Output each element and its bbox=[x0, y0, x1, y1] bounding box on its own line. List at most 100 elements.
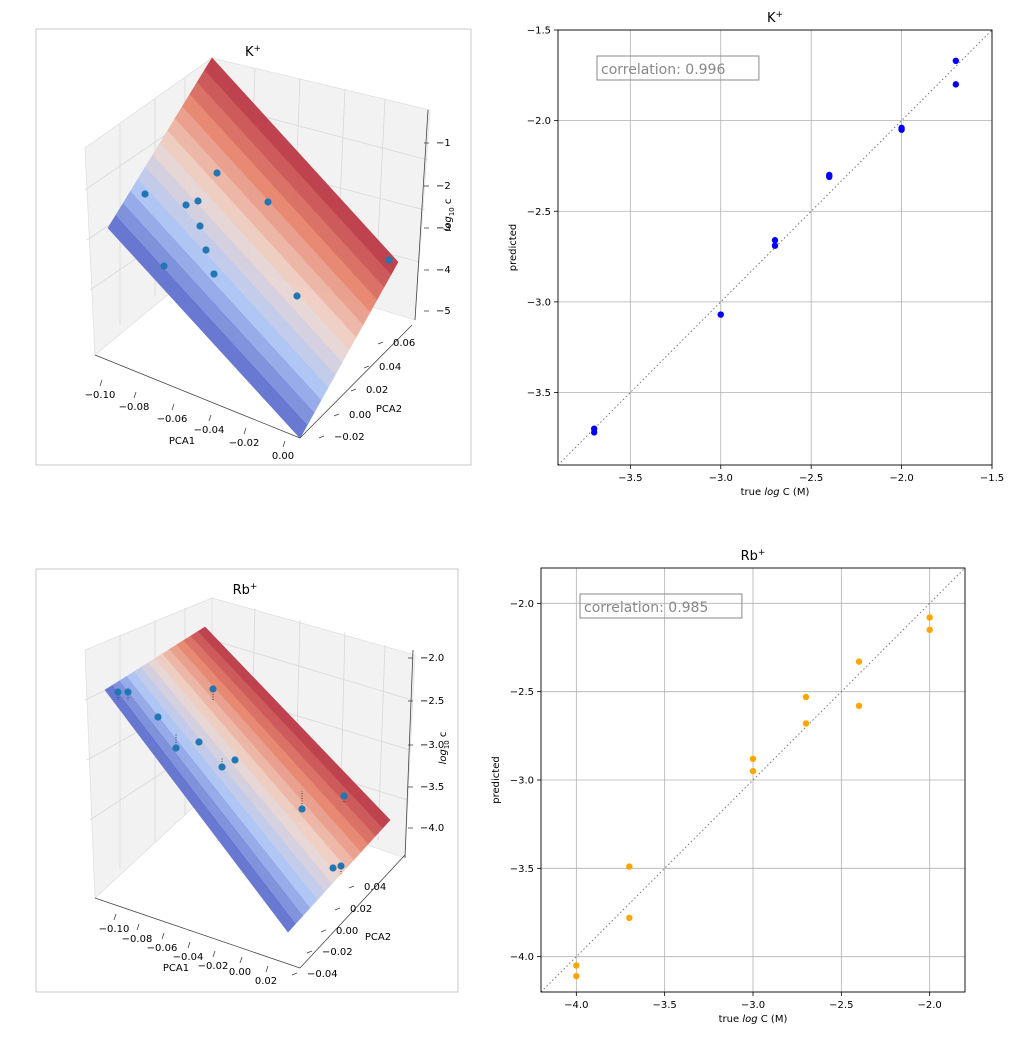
data-point bbox=[337, 862, 345, 870]
tick-mark bbox=[243, 427, 247, 435]
data-point bbox=[210, 270, 218, 278]
tick-mark bbox=[333, 413, 340, 417]
x-tick-label: 0.00 bbox=[272, 451, 294, 462]
correlation-box bbox=[579, 593, 743, 619]
correlation-label: correlation: 0.985 bbox=[584, 600, 708, 616]
y-tick-label: 0.00 bbox=[349, 410, 371, 421]
y-tick-label: 0.04 bbox=[379, 362, 401, 373]
x-tick-label: −2.0 bbox=[889, 473, 913, 484]
z-tick-label: −4 bbox=[436, 265, 451, 276]
z-tick-label: −3.5 bbox=[420, 782, 444, 793]
tick-mark bbox=[161, 932, 165, 940]
y-tick-label: −2.0 bbox=[527, 116, 551, 127]
tick-mark bbox=[171, 403, 175, 411]
data-point bbox=[141, 190, 149, 198]
y-tick-label: −0.04 bbox=[307, 969, 338, 980]
z-axis-label: log10 c bbox=[443, 199, 456, 232]
scatter-panel-1: −3.5 −3.0 −2.5 −2.0 −1.5 −3.5 −3.0 −2.5 −2.0 −1.5… bbox=[508, 10, 1004, 498]
data-point bbox=[749, 767, 757, 775]
y-tick-label: −1.5 bbox=[527, 26, 551, 37]
x-tick-label: −4.0 bbox=[564, 1000, 588, 1011]
z-tick-label: −3 bbox=[436, 223, 451, 234]
y-axis-label: predicted bbox=[491, 756, 502, 803]
x-tick-label: −0.02 bbox=[198, 961, 229, 972]
x-axis-label: PCA1 bbox=[163, 963, 189, 974]
data-point bbox=[293, 292, 301, 300]
data-point bbox=[160, 262, 168, 270]
tick-mark bbox=[187, 941, 191, 949]
y-axis-label: predicted bbox=[508, 224, 519, 271]
data-point bbox=[264, 198, 272, 206]
z-tick-label: −3.0 bbox=[420, 740, 444, 751]
data-point bbox=[172, 744, 180, 752]
z-axis-label: log10 c bbox=[438, 732, 451, 765]
data-point bbox=[124, 688, 132, 696]
x-tick-label: −0.02 bbox=[229, 438, 260, 449]
surface3d-panel-0: −0.10−0.08 −0.06 −0.04 −0.02 0.00 −0.02 0.00 0.… bbox=[35, 28, 472, 466]
data-point bbox=[298, 805, 306, 813]
data-point bbox=[802, 720, 810, 727]
plot-frame bbox=[557, 29, 993, 466]
x-tick-label: −2.0 bbox=[918, 1000, 942, 1011]
y-tick-label: −3.0 bbox=[527, 297, 551, 308]
x-tick-label: −3.0 bbox=[741, 1000, 765, 1011]
y-tick-label: −3.5 bbox=[510, 864, 534, 875]
x-tick-label: −1.5 bbox=[980, 473, 1004, 484]
x-tick-label: −2.5 bbox=[829, 1000, 853, 1011]
x-axis-label: true log C (M) bbox=[719, 1014, 788, 1025]
y-tick-label: 0.04 bbox=[364, 882, 386, 893]
data-point bbox=[218, 763, 226, 771]
data-point bbox=[154, 713, 162, 721]
data-point bbox=[231, 756, 239, 764]
data-point bbox=[771, 242, 779, 249]
tick-mark bbox=[208, 414, 212, 422]
x-tick-label: 0.02 bbox=[255, 976, 277, 987]
x-tick-label: −0.10 bbox=[85, 390, 116, 401]
data-point bbox=[573, 962, 580, 969]
pane-gridline bbox=[211, 639, 413, 701]
data-point bbox=[926, 626, 933, 634]
data-point bbox=[626, 914, 633, 921]
axis-line bbox=[299, 854, 406, 969]
data-point bbox=[626, 863, 633, 870]
y-tick-label: −3.0 bbox=[510, 776, 534, 787]
tick-mark bbox=[239, 956, 243, 964]
data-point bbox=[590, 429, 598, 436]
data-point bbox=[329, 864, 337, 872]
pane-gridline bbox=[377, 644, 386, 841]
x-tick-label: −0.04 bbox=[173, 952, 204, 963]
x-tick-label: −0.08 bbox=[122, 934, 153, 945]
data-point bbox=[196, 222, 204, 230]
data-point bbox=[952, 81, 960, 88]
data-point bbox=[340, 792, 348, 800]
tick-mark bbox=[99, 379, 103, 387]
data-point bbox=[385, 256, 393, 264]
data-point bbox=[771, 237, 779, 244]
y-tick-label: −4.0 bbox=[510, 952, 534, 963]
chart-title: Rb+ bbox=[233, 582, 258, 598]
data-point bbox=[749, 755, 757, 762]
y-tick-label: 0.00 bbox=[336, 926, 358, 937]
x-tick-label: −2.5 bbox=[799, 473, 823, 484]
tick-mark bbox=[282, 440, 286, 448]
x-tick-label: −3.5 bbox=[653, 1000, 677, 1011]
surface3d-panel-2: −0.10−0.08−0.06−0.04−0.020.000.02−0.04−0… bbox=[35, 568, 459, 993]
data-point bbox=[926, 614, 933, 621]
x-axis-label: true log C (M) bbox=[741, 487, 810, 498]
tick-mark bbox=[363, 365, 370, 369]
tick-mark bbox=[377, 341, 384, 345]
chart-title: K+ bbox=[767, 10, 783, 26]
data-point bbox=[952, 57, 960, 65]
axis-line bbox=[94, 897, 301, 969]
data-point bbox=[802, 693, 810, 701]
correlation-label: correlation: 0.996 bbox=[601, 62, 725, 78]
data-point bbox=[855, 702, 863, 709]
x-tick-label: −0.04 bbox=[194, 425, 225, 436]
chart-title: K+ bbox=[245, 44, 261, 60]
x-tick-label: −0.10 bbox=[99, 924, 130, 935]
x-tick-label: −3.5 bbox=[618, 473, 642, 484]
data-point bbox=[194, 197, 202, 205]
axis-line bbox=[299, 324, 413, 439]
z-tick-label: −2.0 bbox=[420, 653, 444, 664]
